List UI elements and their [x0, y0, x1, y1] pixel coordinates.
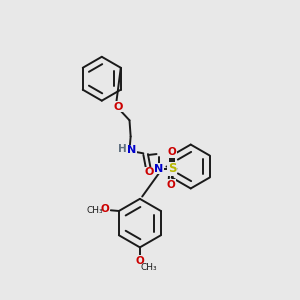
Text: O: O	[113, 102, 123, 112]
Text: O: O	[100, 204, 109, 214]
Text: S: S	[168, 162, 176, 175]
Text: CH₃: CH₃	[87, 206, 103, 215]
Text: O: O	[144, 167, 154, 177]
Text: N: N	[127, 145, 136, 155]
Text: O: O	[168, 147, 177, 158]
Text: H: H	[118, 144, 127, 154]
Text: O: O	[167, 179, 175, 190]
Text: O: O	[136, 256, 144, 266]
Text: N: N	[154, 164, 164, 174]
Text: CH₃: CH₃	[141, 262, 158, 272]
